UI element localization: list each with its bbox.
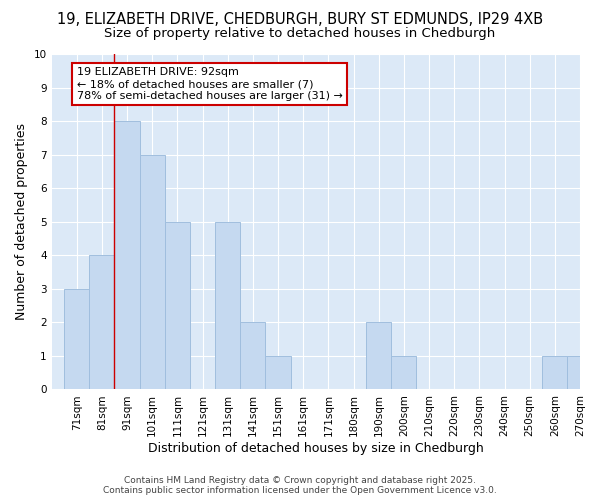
Text: Contains HM Land Registry data © Crown copyright and database right 2025.
Contai: Contains HM Land Registry data © Crown c… — [103, 476, 497, 495]
Bar — [140, 154, 165, 390]
Bar — [89, 256, 115, 390]
Text: 19 ELIZABETH DRIVE: 92sqm
← 18% of detached houses are smaller (7)
78% of semi-d: 19 ELIZABETH DRIVE: 92sqm ← 18% of detac… — [77, 68, 343, 100]
Text: 19, ELIZABETH DRIVE, CHEDBURGH, BURY ST EDMUNDS, IP29 4XB: 19, ELIZABETH DRIVE, CHEDBURGH, BURY ST … — [57, 12, 543, 28]
Bar — [215, 222, 240, 390]
Bar — [265, 356, 290, 390]
Bar — [568, 356, 593, 390]
Bar — [115, 121, 140, 390]
Bar — [64, 289, 89, 390]
Bar — [391, 356, 416, 390]
Text: Size of property relative to detached houses in Chedburgh: Size of property relative to detached ho… — [104, 28, 496, 40]
Y-axis label: Number of detached properties: Number of detached properties — [15, 123, 28, 320]
Bar — [542, 356, 568, 390]
Bar — [165, 222, 190, 390]
X-axis label: Distribution of detached houses by size in Chedburgh: Distribution of detached houses by size … — [148, 442, 484, 455]
Bar — [366, 322, 391, 390]
Bar — [240, 322, 265, 390]
